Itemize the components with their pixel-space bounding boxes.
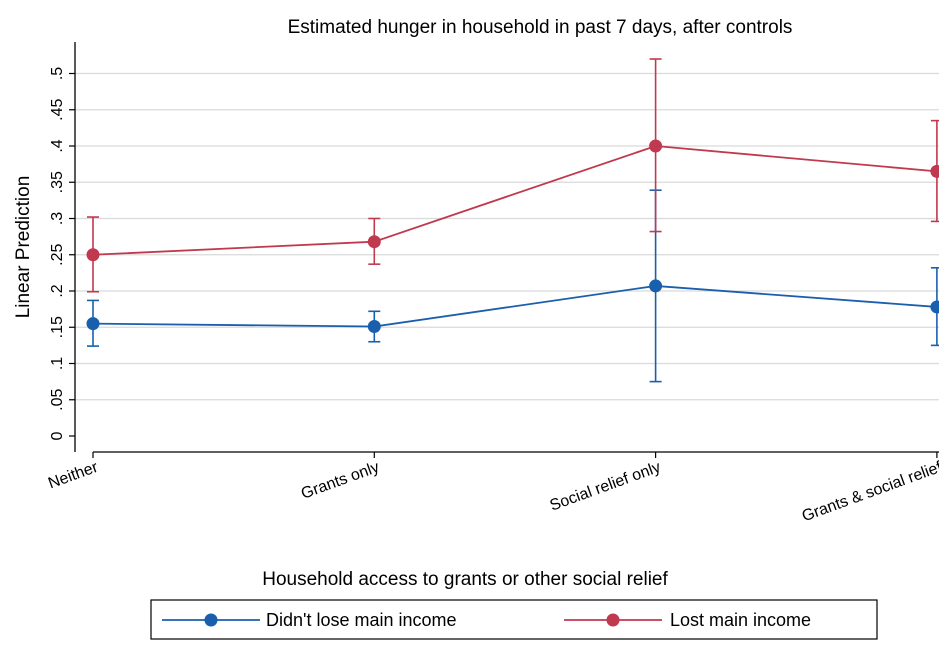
x-tick-label: Grants only [299, 459, 382, 503]
y-tick-label: .2 [49, 284, 66, 297]
data-point [367, 320, 381, 334]
y-tick-label: 0 [49, 431, 66, 440]
data-point [930, 300, 939, 314]
y-axis-title: Linear Prediction [13, 176, 34, 319]
data-point [930, 164, 939, 178]
legend-label: Lost main income [670, 610, 811, 630]
legend-box [150, 599, 878, 640]
plot-area [86, 58, 939, 383]
y-tick-label: .1 [49, 357, 66, 370]
data-point [86, 248, 100, 262]
x-tick-label: Neither [46, 459, 101, 493]
series-didn-t-lose-main-income [86, 189, 939, 383]
y-tick-label: .5 [49, 67, 66, 80]
y-tick-label: .25 [49, 244, 66, 266]
series-line [92, 285, 937, 328]
y-tick-label: .3 [49, 212, 66, 225]
y-tick-label: .35 [49, 171, 66, 193]
legend-marker [204, 613, 218, 627]
y-tick-label: .45 [49, 99, 66, 121]
y-axis-ticks: 0 .05 .1 .15 .2 .25 .3 .35 .4 .45 .5 [49, 67, 75, 440]
data-point [86, 317, 100, 331]
y-tick-label: .15 [49, 316, 66, 338]
series-line [92, 145, 937, 256]
data-point [649, 279, 663, 293]
legend: Didn't lose main income Lost main income [150, 599, 878, 640]
series-lost-main-income [86, 58, 939, 293]
chart-title: Estimated hunger in household in past 7 … [288, 17, 793, 38]
y-tick-label: .4 [49, 139, 66, 152]
x-tick-label: Social relief only [548, 459, 663, 515]
x-axis-title: Household access to grants or other soci… [262, 569, 668, 590]
grid [75, 72, 939, 401]
x-tick-label: Grants & social relief [800, 459, 939, 526]
data-point [649, 139, 663, 153]
data-point [367, 235, 381, 249]
legend-label: Didn't lose main income [266, 610, 457, 630]
legend-marker [606, 613, 620, 627]
y-tick-label: .05 [49, 389, 66, 411]
x-axis-ticks: Neither Grants only Social relief only Gran… [46, 452, 939, 525]
